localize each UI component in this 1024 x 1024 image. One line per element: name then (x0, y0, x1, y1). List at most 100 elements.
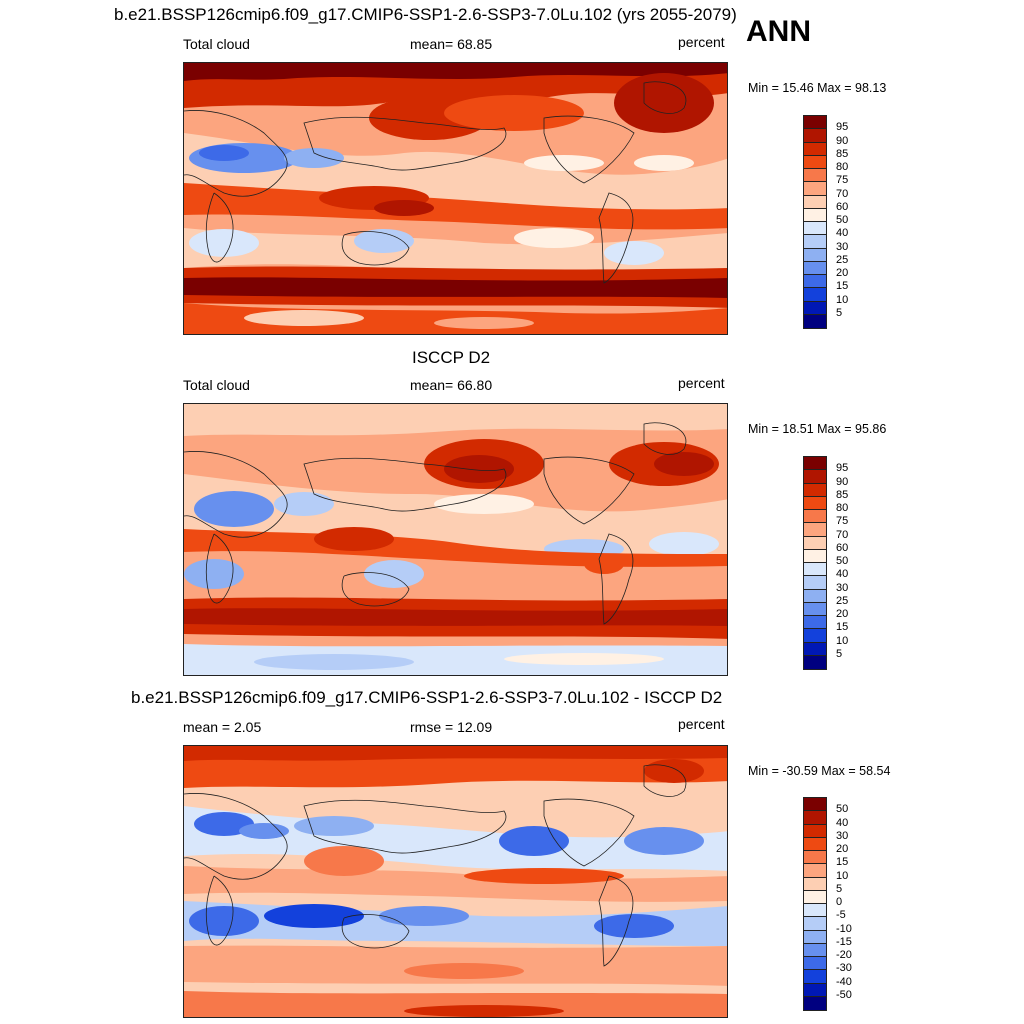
panel-2-colorbar-swatch (804, 457, 826, 471)
panel-1-colorbar-swatch (804, 288, 826, 302)
panel-3-colorbar-tick-label: 40 (836, 816, 849, 829)
panel-3-mean-label: mean = 2.05 (183, 719, 262, 735)
panel-3-colorbar-tick-label: 15 (836, 856, 849, 869)
panel-1-map (183, 62, 728, 335)
panel-2-colorbar-tick-label: 90 (836, 475, 849, 488)
panel-1-minmax: Min = 15.46 Max = 98.13 (748, 81, 887, 95)
panel-3-map (183, 745, 728, 1018)
panel-1-colorbar-tick-label: 85 (836, 147, 849, 160)
panel-1-colorbar-tick-label: 60 (836, 200, 849, 213)
panel-3-colorbar-tick-label: -10 (836, 922, 852, 935)
panel-1-colorbar-tick-label: 10 (836, 293, 849, 306)
panel-3-colorbar-swatch (804, 877, 826, 891)
panel-3-rmse-label: rmse = 12.09 (410, 719, 493, 735)
panel-3-colorbar-tick-label: -5 (836, 909, 846, 922)
panel-1-colorbar (803, 115, 827, 329)
panel-3-colorbar-swatch (804, 824, 826, 838)
panel-3-colorbar (803, 797, 827, 1011)
panel-2-colorbar-tick-label: 70 (836, 528, 849, 541)
panel-1-colorbar-tick-label: 20 (836, 267, 849, 279)
panel-2-colorbar-tick-label: 95 (836, 462, 849, 475)
panel-3-colorbar-swatch (804, 864, 826, 878)
panel-2-colorbar-swatch (804, 523, 826, 537)
panel-1-colorbar-swatch (804, 195, 826, 209)
panel-2-colorbar-swatch (804, 549, 826, 563)
panel-1-colorbar-swatch (804, 169, 826, 183)
panel-2-variable-label: Total cloud (183, 377, 250, 393)
panel-1-colorbar-tick-label: 80 (836, 161, 849, 173)
panel-1-title: b.e21.BSSP126cmip6.f09_g17.CMIP6-SSP1-2.… (114, 5, 737, 24)
panel-1-colorbar-swatch (804, 275, 826, 289)
panel-1-colorbar-swatch (804, 116, 826, 130)
panel-1-colorbar-tick-label: 50 (836, 214, 849, 226)
panel-3-colorbar-tick-label: -30 (836, 962, 852, 975)
panel-2-units-label: percent (678, 375, 725, 391)
panel-2-colorbar-tick-label: 15 (836, 621, 849, 634)
panel-2-colorbar-swatch (804, 576, 826, 590)
panel-2-colorbar-tick-label: 25 (836, 594, 849, 607)
panel-3-colorbar-tick-label: 30 (836, 829, 849, 842)
panel-2-colorbar-tick-label: 10 (836, 634, 849, 647)
panel-3-colorbar-swatch (804, 904, 826, 918)
panel-3-minmax: Min = -30.59 Max = 58.54 (748, 764, 891, 778)
panel-1-coastlines (184, 81, 687, 284)
panel-1-colorbar-tick-label: 70 (836, 187, 849, 200)
panel-2-colorbar-swatch (804, 642, 826, 656)
panel-3-map-svg (184, 746, 727, 1017)
panel-3-colorbar-swatch (804, 798, 826, 812)
panel-2-colorbar-swatch (804, 602, 826, 616)
panel-1-colorbar-swatch (804, 314, 826, 328)
panel-2-colorbar-swatch (804, 470, 826, 484)
panel-1-colorbar-tick-label: 90 (836, 134, 849, 147)
panel-2-colorbar-swatch (804, 536, 826, 550)
panel-2-coastlines (184, 422, 687, 625)
panel-1-colorbar-swatch (804, 129, 826, 143)
panel-2-colorbar-tick-label: 30 (836, 581, 849, 594)
panel-1-colorbar-swatch (804, 208, 826, 222)
panel-3-coastlines (184, 764, 687, 967)
panel-3-colorbar-swatch (804, 943, 826, 957)
panel-1-colorbar-tick-label: 30 (836, 240, 849, 253)
panel-1-colorbar-tick-label: 15 (836, 280, 849, 293)
panel-2-mean-label: mean= 66.80 (410, 377, 493, 393)
panel-1-colorbar-swatch (804, 248, 826, 262)
panel-2-title: ISCCP D2 (412, 348, 491, 367)
panel-3-colorbar-tick-label: -40 (836, 975, 852, 988)
panel-3-colorbar-tick-label: 20 (836, 843, 849, 855)
panel-1-colorbar-swatch (804, 301, 826, 315)
panel-3-colorbar-swatch (804, 837, 826, 851)
panel-3-colorbar-swatch (804, 851, 826, 865)
panel-1-colorbar-tick-label: 75 (836, 174, 849, 187)
panel-2-colorbar-swatch (804, 483, 826, 497)
panel-3-colorbar-swatch (804, 917, 826, 931)
panel-2-colorbar-tick-label: 85 (836, 488, 849, 501)
panel-3-colorbar-tick-label: 50 (836, 803, 849, 816)
panel-2-colorbar-tick-label: 60 (836, 541, 849, 554)
panel-1-units-label: percent (678, 34, 725, 50)
panel-1-colorbar-swatch (804, 261, 826, 275)
panel-3-colorbar-swatch (804, 930, 826, 944)
panel-3-colorbar-swatch (804, 970, 826, 984)
panel-1-colorbar-tick-label: 95 (836, 121, 849, 134)
panel-2-colorbar-swatch (804, 616, 826, 630)
panel-3-colorbar-swatch (804, 890, 826, 904)
panel-1-colorbar-swatch (804, 235, 826, 249)
panel-3-colorbar-swatch (804, 811, 826, 825)
panel-2-colorbar-swatch (804, 496, 826, 510)
panel-1-colorbar-swatch (804, 222, 826, 236)
panel-3-colorbar-tick-label: -15 (836, 935, 852, 948)
panel-2-minmax: Min = 18.51 Max = 95.86 (748, 422, 887, 436)
panel-3-colorbar-tick-label: 10 (836, 869, 849, 882)
panel-2-colorbar-tick-label: 40 (836, 568, 849, 581)
panel-2-colorbar-swatch (804, 563, 826, 577)
panel-3-colorbar-tick-label: -20 (836, 949, 852, 961)
panel-3-colorbar-swatch (804, 983, 826, 997)
panel-1-colorbar-tick-label: 40 (836, 227, 849, 240)
panel-1-colorbar-tick-label: 25 (836, 253, 849, 266)
panel-2-colorbar-swatch (804, 510, 826, 524)
panel-3-colorbar-tick-label: 0 (836, 896, 843, 908)
panel-3-units-label: percent (678, 716, 725, 732)
panel-1-mean-label: mean= 68.85 (410, 36, 493, 52)
panel-2-colorbar-swatch (804, 589, 826, 603)
panel-2-colorbar-swatch (804, 655, 826, 669)
